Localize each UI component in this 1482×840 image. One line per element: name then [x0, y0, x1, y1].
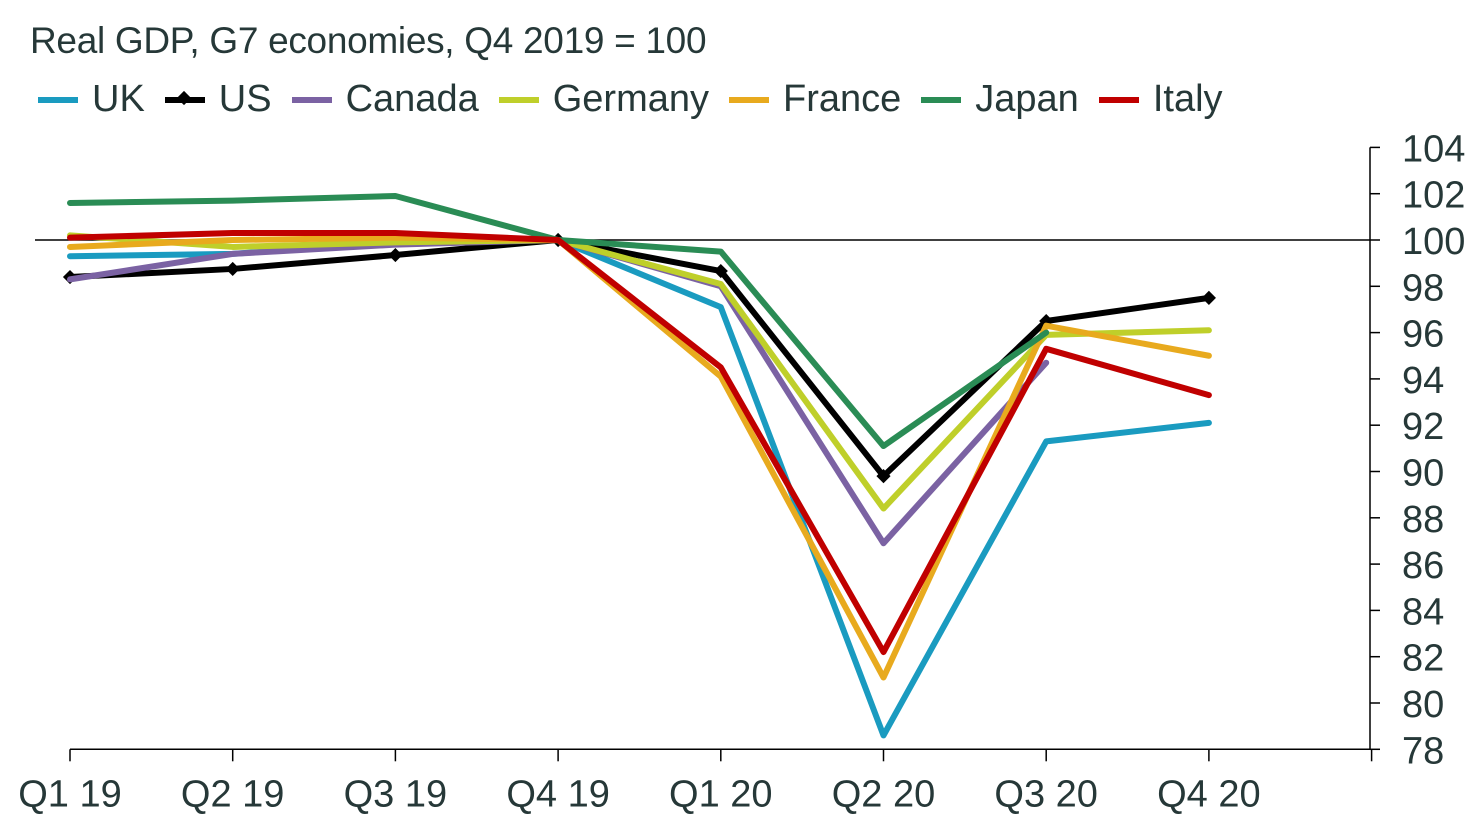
y-tick-label: 98	[1402, 267, 1444, 309]
legend-item-us: US	[164, 78, 272, 121]
y-tick-label: 96	[1402, 314, 1444, 356]
data-point-us	[713, 263, 728, 279]
legend-swatch	[1098, 96, 1139, 103]
series-line-germany	[67, 232, 1212, 512]
series-line-canada	[67, 237, 1050, 547]
y-tick-label: 78	[1402, 730, 1444, 772]
chart-title: Real GDP, G7 economies, Q4 2019 = 100	[30, 20, 707, 61]
y-tick-label: 80	[1402, 684, 1444, 726]
legend-swatch	[38, 96, 78, 103]
legend-swatch	[164, 90, 205, 105]
y-tick-label: 84	[1402, 591, 1444, 633]
series-line-france	[67, 234, 1212, 681]
data-point-us	[1201, 290, 1216, 305]
y-tick-label: 86	[1402, 545, 1444, 587]
x-tick-label: Q2 19	[181, 773, 285, 815]
legend-item-france: France	[729, 78, 901, 121]
legend-swatch	[498, 96, 539, 103]
legend-label: Italy	[1152, 78, 1223, 120]
y-tick-label: 100	[1402, 221, 1465, 263]
x-tick-label: Q3 20	[994, 773, 1098, 815]
legend-label: US	[218, 78, 272, 120]
x-tick-label: Q3 19	[344, 773, 448, 815]
legend-label: Japan	[975, 78, 1079, 120]
x-tick-label: Q4 20	[1157, 773, 1261, 815]
y-tick-label: 92	[1402, 406, 1444, 448]
legend-label: Canada	[345, 78, 479, 120]
legend: UK US Canada Germany France Japan Italy	[38, 78, 1243, 121]
y-tick-label: 102	[1402, 175, 1465, 217]
y-tick-label: 88	[1402, 499, 1444, 541]
x-tick-label: Q2 20	[832, 773, 936, 815]
legend-item-germany: Germany	[498, 78, 709, 121]
legend-swatch	[291, 96, 332, 103]
x-tick-label: Q1 20	[669, 773, 773, 815]
series-line-us	[67, 237, 1212, 480]
data-point-us	[876, 469, 891, 484]
y-tick-label: 82	[1402, 638, 1444, 680]
legend-item-japan: Japan	[921, 78, 1079, 121]
y-tick-label: 104	[1402, 128, 1465, 170]
legend-item-uk: UK	[38, 78, 145, 121]
legend-item-canada: Canada	[291, 78, 479, 121]
x-tick-label: Q4 19	[506, 773, 610, 815]
y-tick-label: 94	[1402, 360, 1444, 402]
data-point-us	[225, 261, 240, 277]
x-tick-label: Q1 19	[18, 773, 122, 815]
legend-item-italy: Italy	[1098, 78, 1223, 121]
data-point-us	[388, 247, 403, 263]
y-tick-label: 90	[1402, 453, 1444, 495]
series-line-italy	[67, 230, 1212, 656]
series-line-uk	[67, 237, 1212, 739]
legend-label: Germany	[552, 78, 709, 120]
legend-swatch	[921, 96, 962, 103]
legend-swatch	[729, 96, 769, 103]
legend-label: UK	[92, 78, 145, 120]
legend-label: France	[783, 78, 902, 120]
